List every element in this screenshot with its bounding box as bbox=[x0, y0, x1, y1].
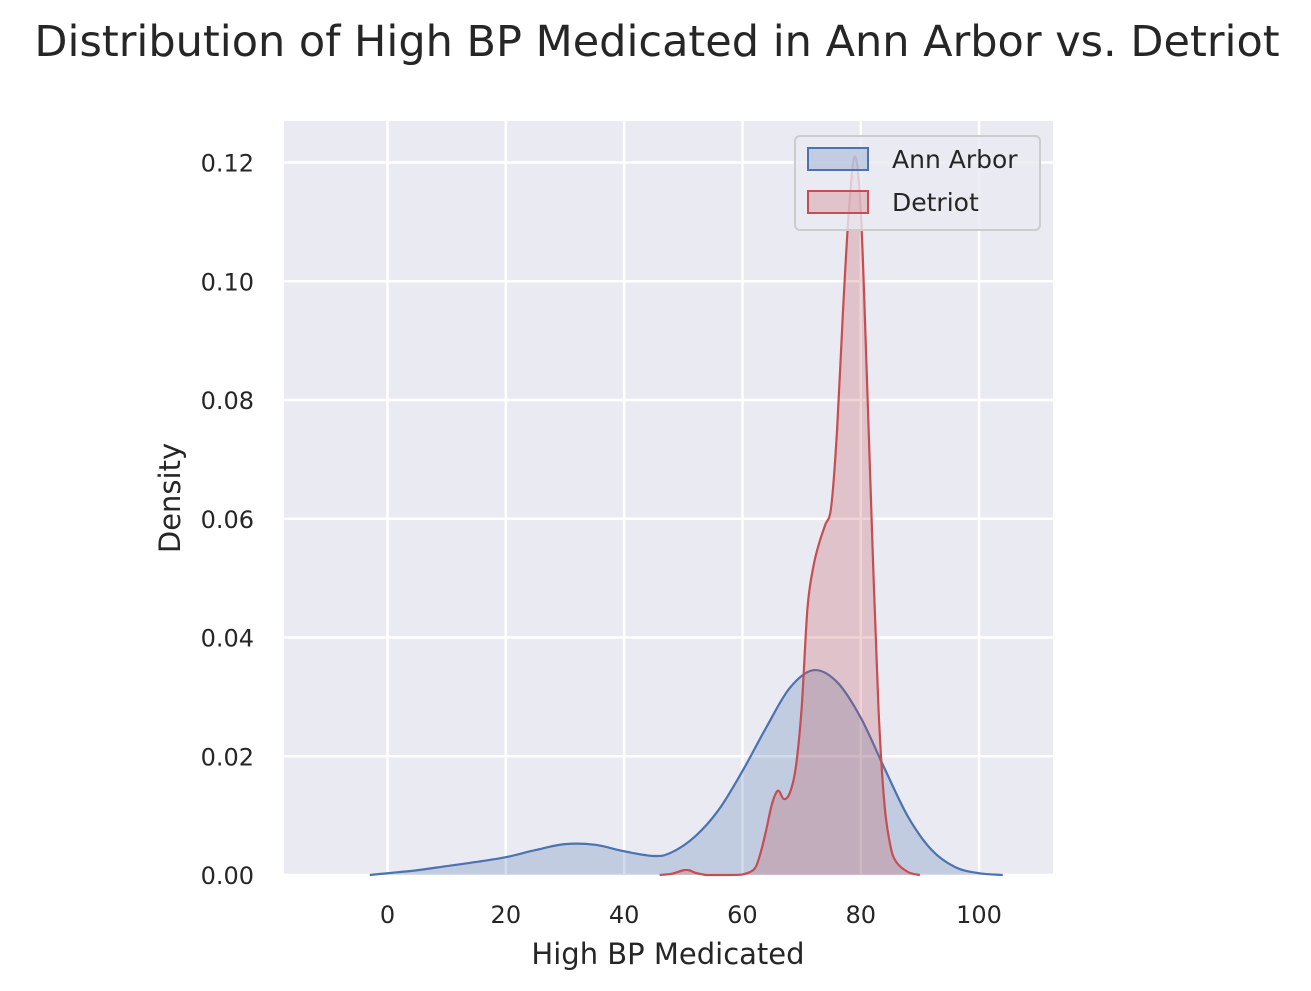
legend-swatch-1 bbox=[807, 190, 869, 214]
plot-area bbox=[284, 121, 1053, 875]
chart-title: Distribution of High BP Medicated in Ann… bbox=[34, 17, 1279, 67]
legend-box bbox=[794, 135, 1041, 231]
y-axis-ticks: 0.00 0.02 0.04 0.06 0.08 0.10 0.12 bbox=[201, 150, 254, 890]
density-fill-0 bbox=[369, 670, 1003, 875]
legend-label-0: Ann Arbor bbox=[892, 145, 1018, 174]
y-tick-label: 0.10 bbox=[201, 268, 254, 296]
x-tick-label: 0 bbox=[380, 901, 395, 929]
legend-swatch-0 bbox=[807, 147, 869, 171]
density-fill-1 bbox=[659, 156, 920, 875]
x-tick-label: 100 bbox=[956, 901, 1002, 929]
legend-label-1: Detriot bbox=[892, 188, 979, 217]
y-tick-label: 0.08 bbox=[201, 387, 254, 415]
y-tick-label: 0.12 bbox=[201, 150, 254, 178]
y-tick-label: 0.02 bbox=[201, 743, 254, 771]
x-tick-label: 40 bbox=[609, 901, 640, 929]
y-axis-label: Density bbox=[153, 443, 187, 553]
y-tick-label: 0.04 bbox=[201, 625, 254, 653]
density-line-0 bbox=[369, 668, 1003, 877]
y-tick-label: 0.00 bbox=[201, 862, 254, 890]
x-axis-ticks: 0 20 40 60 80 100 bbox=[380, 901, 1002, 929]
x-tick-label: 80 bbox=[845, 901, 876, 929]
density-line-1 bbox=[659, 155, 921, 877]
x-tick-label: 60 bbox=[727, 901, 758, 929]
y-tick-label: 0.06 bbox=[201, 506, 254, 534]
x-tick-label: 20 bbox=[491, 901, 522, 929]
density-areas bbox=[369, 155, 1003, 877]
legend: Ann Arbor Detriot bbox=[794, 135, 1041, 231]
x-axis-label: High BP Medicated bbox=[531, 937, 804, 971]
